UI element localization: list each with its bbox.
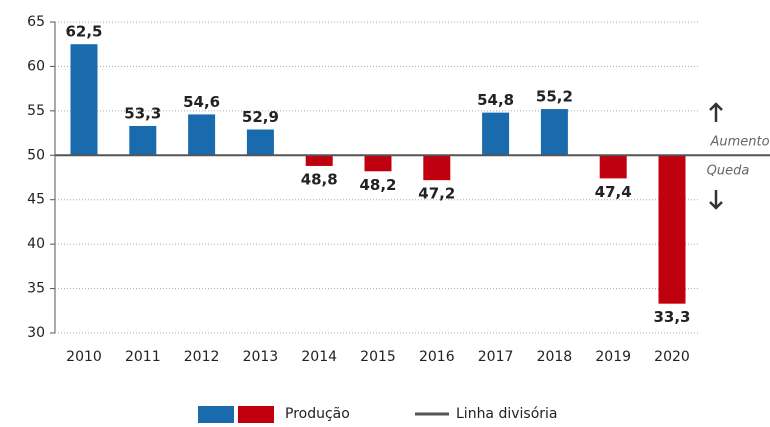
bar bbox=[658, 155, 686, 304]
bar bbox=[364, 155, 392, 172]
data-label: 54,8 bbox=[477, 91, 514, 109]
x-tick-label: 2010 bbox=[66, 349, 102, 365]
annotation: Queda bbox=[707, 164, 750, 179]
data-label: 62,5 bbox=[65, 23, 102, 41]
x-tick-label: 2019 bbox=[595, 349, 631, 365]
bar bbox=[423, 155, 451, 181]
x-tick-label: 2014 bbox=[301, 349, 337, 365]
y-tick-label: 45 bbox=[27, 192, 45, 208]
arrow-up bbox=[709, 102, 723, 122]
data-label: 47,4 bbox=[595, 183, 632, 201]
data-label: 48,8 bbox=[301, 170, 338, 188]
bar bbox=[129, 125, 157, 156]
x-tick-label: 2015 bbox=[360, 349, 396, 365]
data-label: 52,9 bbox=[242, 108, 279, 126]
legend-label: Produção bbox=[285, 406, 350, 422]
bar bbox=[599, 155, 627, 179]
x-tick-label: 2017 bbox=[478, 349, 514, 365]
y-tick-label: 60 bbox=[27, 58, 45, 74]
x-tick-label: 2016 bbox=[419, 349, 455, 365]
x-tick-label: 2020 bbox=[654, 349, 690, 365]
data-label: 48,2 bbox=[359, 176, 396, 194]
legend-swatch bbox=[198, 406, 234, 423]
x-tick-label: 2018 bbox=[537, 349, 573, 365]
bar bbox=[482, 112, 510, 156]
y-tick-label: 50 bbox=[27, 147, 45, 163]
bar bbox=[305, 155, 333, 166]
x-tick-label: 2012 bbox=[184, 349, 220, 365]
legend-label: Linha divisória bbox=[456, 406, 558, 422]
arrow-down bbox=[709, 190, 723, 210]
x-tick-label: 2011 bbox=[125, 349, 161, 365]
bar bbox=[188, 114, 216, 156]
y-tick-label: 40 bbox=[27, 236, 45, 252]
y-tick-label: 65 bbox=[27, 14, 45, 30]
data-label: 47,2 bbox=[418, 185, 455, 203]
bar bbox=[246, 129, 274, 156]
x-tick-label: 2013 bbox=[243, 349, 279, 365]
legend-swatch bbox=[238, 406, 274, 423]
data-label: 33,3 bbox=[653, 308, 690, 326]
bar bbox=[70, 44, 98, 156]
bar bbox=[540, 109, 568, 156]
y-tick-label: 35 bbox=[27, 281, 45, 297]
data-label: 54,6 bbox=[183, 93, 220, 111]
data-label: 53,3 bbox=[124, 104, 161, 122]
annotation: Aumento bbox=[709, 135, 769, 150]
y-tick-label: 55 bbox=[27, 103, 45, 119]
y-tick-label: 30 bbox=[27, 325, 45, 341]
data-label: 55,2 bbox=[536, 88, 573, 106]
